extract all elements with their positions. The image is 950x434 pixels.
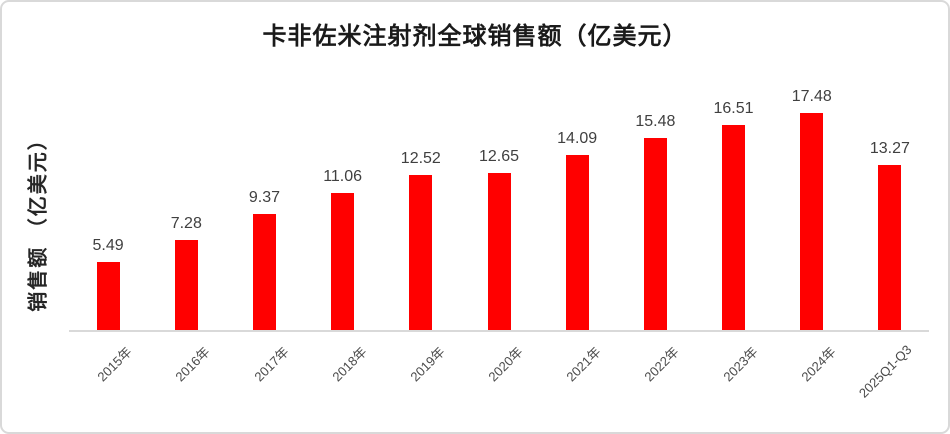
bar xyxy=(252,213,276,331)
chart-title: 卡非佐米注射剂全球销售额（亿美元） xyxy=(262,24,688,50)
x-axis-tick-label: 2020年 xyxy=(485,344,526,385)
x-axis-tick-label: 2021年 xyxy=(563,344,604,385)
bar xyxy=(409,174,433,331)
bar xyxy=(878,165,902,331)
x-axis-tick-label: 2022年 xyxy=(641,344,683,385)
x-axis-tick-label: 2017年 xyxy=(250,344,292,385)
x-axis-tick-label: 2015年 xyxy=(94,344,135,385)
x-axis-tick-label: 2016年 xyxy=(172,344,214,385)
x-axis-line xyxy=(69,330,929,332)
bar xyxy=(96,262,120,331)
x-axis-tick-label: 2019年 xyxy=(407,344,448,385)
bar-value-label: 12.52 xyxy=(400,149,441,167)
x-axis-labels: 2015年 2016年 2017年 2018年 2019年 2020年 2021年 2022年… xyxy=(69,336,929,416)
bar-value-label: 5.49 xyxy=(92,237,124,255)
bar-value-label: 7.28 xyxy=(170,215,202,232)
bar xyxy=(722,124,746,331)
bar-value-label: 12.65 xyxy=(478,147,520,165)
bar xyxy=(643,137,667,331)
bar-value-label: 15.48 xyxy=(635,112,676,130)
x-axis-tick-label: 2023年 xyxy=(720,344,761,385)
bar-value-label: 13.27 xyxy=(869,140,910,158)
bar xyxy=(487,172,511,331)
plot-area: 5.49 7.28 9.37 11.06 12.52 12.65 14.09 15.48 16.… xyxy=(69,81,929,331)
y-axis-title: 销售额 （亿美元） xyxy=(27,128,50,312)
x-axis-tick-label: 2025Q1-Q3 xyxy=(855,342,915,401)
bar xyxy=(565,154,589,331)
bar xyxy=(331,192,355,331)
x-axis-tick-label: 2018年 xyxy=(329,344,370,385)
bar-value-label: 11.06 xyxy=(323,167,363,185)
bar-value-label: 9.37 xyxy=(248,188,281,206)
x-axis-tick-label: 2024年 xyxy=(798,344,839,385)
bar-value-label: 14.09 xyxy=(557,129,598,147)
bar-value-label: 16.51 xyxy=(713,99,754,117)
bar xyxy=(800,112,824,331)
bar xyxy=(174,240,198,331)
bar-value-label: 17.48 xyxy=(791,87,832,105)
